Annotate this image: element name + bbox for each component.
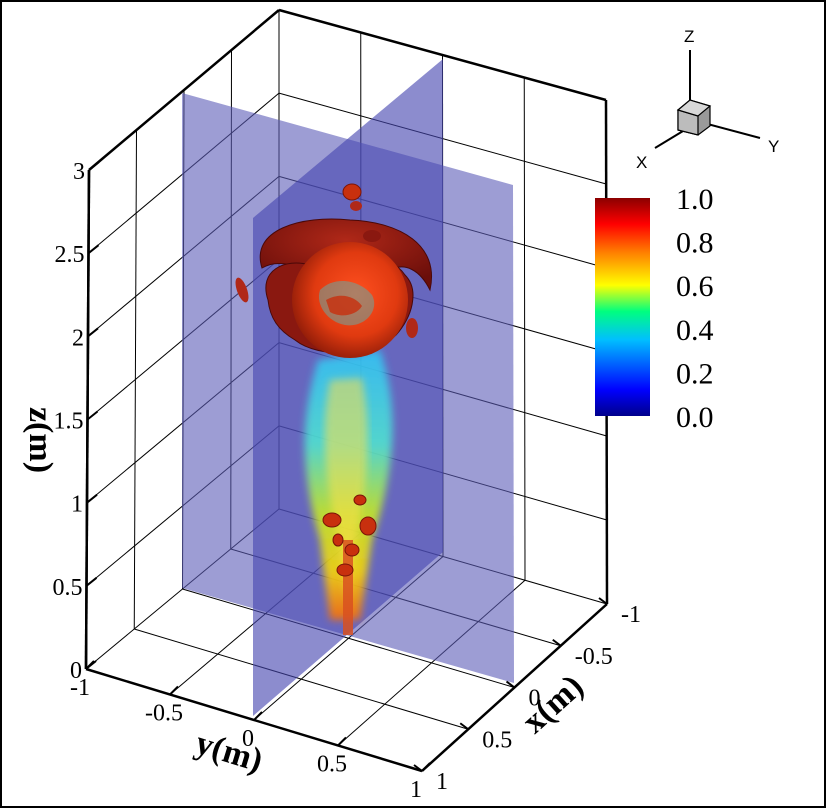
y-axis-title: y(m)	[191, 724, 267, 779]
z-tick-mark	[88, 161, 100, 171]
x-tick-label: -1	[621, 602, 641, 628]
z-tick-label: 2.5	[55, 242, 85, 268]
x-axis-ticks: -1 -0.5 0 0.5 1	[413, 597, 641, 795]
z-tick-mark	[87, 327, 99, 338]
z-tick-label: 0	[70, 658, 82, 684]
y-tick-label: -1	[70, 675, 90, 701]
z-tick-mark	[86, 410, 99, 421]
x-tick-mark	[505, 680, 516, 689]
z-axis-title: z(m)	[22, 407, 59, 473]
x-tick-label: 0.5	[482, 727, 512, 753]
iso-surface-thermal	[235, 183, 432, 358]
x-tick-label: 0	[529, 686, 541, 712]
colorbar-label: 0.6	[676, 270, 714, 303]
z-tick-mark	[87, 244, 100, 254]
x-tick-mark	[598, 597, 608, 605]
z-tick-label: 2	[72, 325, 84, 351]
colorbar	[595, 198, 650, 416]
colorbar-label: 1.0	[676, 183, 714, 216]
x-tick-label: 1	[436, 769, 448, 795]
y-tick-label: 0.5	[317, 752, 347, 778]
iso-surface-lower	[322, 494, 377, 577]
x-tick-mark	[552, 638, 562, 647]
y-tick-label: 1	[410, 777, 422, 803]
z-tick-mark	[85, 577, 98, 587]
x-tick-mark	[459, 722, 469, 731]
y-tick-mark	[253, 711, 263, 721]
z-tick-label: 3	[73, 159, 85, 185]
y-tick-mark	[169, 685, 179, 696]
z-tick-label: 1	[71, 492, 83, 518]
colorbar-label: 0.0	[676, 401, 714, 434]
triad-label-y: Y	[768, 137, 779, 156]
z-tick-label: 1.5	[54, 409, 84, 435]
colorbar-label: 0.8	[676, 227, 714, 260]
x-tick-mark	[413, 764, 423, 772]
y-tick-label: -0.5	[145, 701, 183, 727]
plume-volume	[304, 350, 393, 635]
colorbar-labels: 1.0 0.8 0.6 0.4 0.2 0.0	[676, 183, 714, 434]
z-axis-ticks: 0 0.5 1 1.5 2 2.5 3	[53, 159, 100, 684]
y-axis-ticks: -1 -0.5 0 0.5 1	[70, 660, 431, 803]
colorbar-label: 0.4	[676, 314, 714, 347]
y-tick-label: 0	[242, 726, 254, 752]
triad-label-z: Z	[684, 27, 694, 46]
colorbar-label: 0.2	[676, 357, 714, 390]
y-tick-mark	[85, 660, 95, 670]
x-tick-label: -0.5	[575, 644, 613, 670]
y-tick-mark	[337, 736, 347, 747]
triad-label-x: X	[636, 153, 647, 172]
y-tick-mark	[421, 762, 431, 772]
x-axis-title: x(m)	[515, 668, 590, 741]
z-tick-label: 0.5	[53, 575, 83, 601]
orientation-triad: Z Y X	[636, 27, 779, 172]
z-tick-mark	[86, 493, 98, 504]
